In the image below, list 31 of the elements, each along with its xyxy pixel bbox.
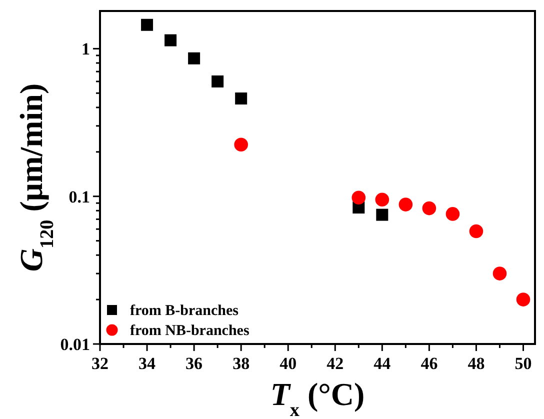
point [376, 208, 388, 221]
point [398, 198, 413, 212]
point [234, 138, 248, 152]
point [141, 18, 154, 31]
y-tick-label: 0.01 [60, 335, 90, 354]
x-tick-label: 42 [326, 354, 344, 373]
x-tick-label: 44 [374, 354, 392, 373]
x-tick-label: 38 [232, 354, 250, 373]
x-tick-label: 50 [514, 354, 532, 373]
point [516, 292, 530, 306]
point [375, 192, 390, 207]
x-tick-label: 40 [280, 354, 297, 373]
x-tick-label: 36 [186, 354, 203, 373]
y-tick-label: 1 [82, 40, 90, 59]
y-tick-label: 0.1 [68, 187, 90, 206]
x-tick-label: 34 [138, 354, 156, 373]
point [188, 52, 200, 64]
point [235, 92, 248, 104]
point [469, 224, 484, 238]
x-axis-title: T$_{x}$ (°C) [270, 376, 365, 419]
point [492, 266, 507, 280]
point [352, 190, 366, 205]
point [164, 34, 177, 46]
point [446, 207, 460, 221]
point [212, 75, 224, 88]
legend-label: from B-branches [130, 303, 239, 319]
x-tick-label: 46 [420, 354, 438, 373]
x-tick-label: 32 [92, 354, 108, 373]
point [422, 201, 436, 216]
legend-label: from NB-branches [130, 323, 250, 339]
x-tick-label: 48 [468, 354, 485, 373]
